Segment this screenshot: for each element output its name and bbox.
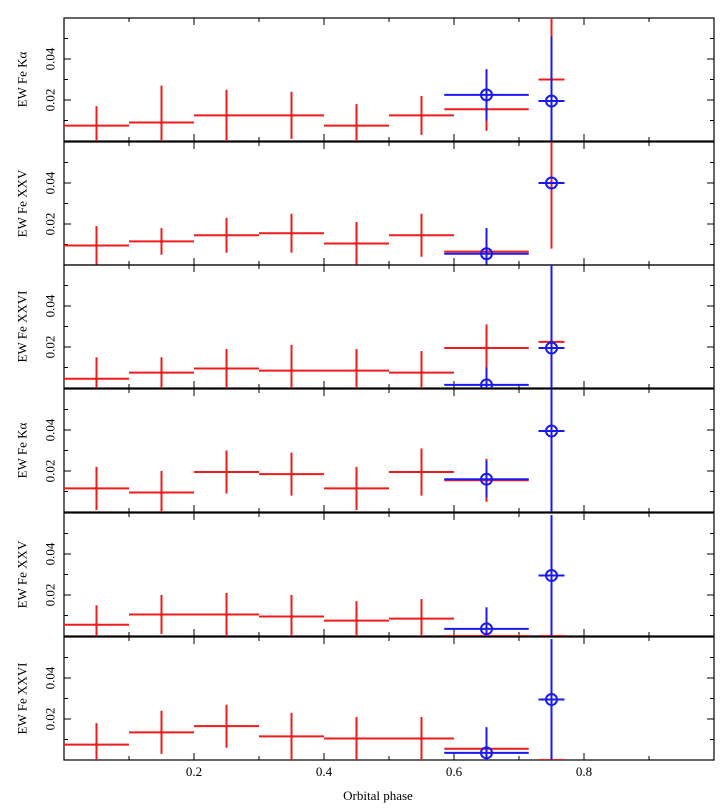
- data-point: [419, 616, 424, 621]
- data-point: [289, 734, 294, 739]
- panel-y-label: EW Fe Kα: [15, 51, 30, 107]
- data-point: [94, 124, 99, 128]
- data-point: [159, 371, 164, 375]
- red-series: [64, 704, 565, 760]
- panel-y-label: EW Fe XXV: [15, 540, 30, 608]
- data-point: [224, 470, 229, 474]
- data-point: [354, 619, 359, 623]
- data-point: [419, 736, 424, 741]
- data-point: [419, 371, 424, 375]
- data-point: [545, 693, 558, 707]
- data-point: [545, 424, 558, 438]
- panel-y-label: EW Fe XXVI: [15, 663, 30, 735]
- data-point: [159, 120, 164, 125]
- data-group: [64, 639, 565, 760]
- blue-series: [444, 36, 565, 141]
- data-point: [159, 239, 164, 244]
- data-point: [224, 366, 229, 371]
- data-point: [94, 743, 99, 747]
- data-point: [480, 746, 493, 760]
- data-point: [224, 724, 229, 728]
- data-point: [419, 113, 424, 117]
- data-point: [289, 113, 294, 117]
- data-point: [94, 377, 99, 381]
- panel-6: 0.02 0.04 EW Fe XXVI 0.2 0.4 0.6 0.8: [15, 636, 715, 779]
- data-point: [545, 176, 558, 190]
- panel-2: 0.02 0.04 EW Fe XXV: [15, 141, 715, 266]
- y-tick-label: 0.02: [43, 336, 58, 359]
- data-point: [545, 94, 558, 108]
- y-tick-label: 0.04: [43, 294, 58, 317]
- data-point: [419, 233, 424, 237]
- y-tick-label: 0.04: [43, 171, 58, 194]
- data-point: [480, 247, 493, 261]
- data-point: [94, 623, 99, 627]
- data-point: [94, 243, 99, 248]
- panel-3: 0.02 0.04 EW Fe XXVI: [15, 264, 715, 389]
- y-tick-label: 0.04: [43, 47, 58, 70]
- data-point: [480, 88, 493, 102]
- data-point: [224, 113, 229, 117]
- y-tick-label: 0.02: [43, 460, 58, 483]
- data-point: [94, 486, 99, 491]
- panel-y-label: EW Fe XXVI: [15, 291, 30, 363]
- data-point: [480, 378, 493, 388]
- data-group: [64, 515, 565, 636]
- data-point: [545, 341, 558, 355]
- data-point: [289, 368, 294, 373]
- blue-series: [444, 176, 565, 265]
- x-tick-label: 0.2: [186, 764, 202, 779]
- data-point: [224, 233, 229, 237]
- y-tick-label: 0.04: [43, 542, 58, 565]
- data-point: [289, 231, 294, 235]
- x-tick-label: 0.8: [576, 764, 592, 779]
- panel-4: 0.02 0.04 EW Fe Kα: [15, 388, 715, 513]
- data-point: [354, 736, 359, 741]
- red-series: [64, 18, 565, 141]
- data-point: [480, 622, 493, 636]
- data-group: [64, 142, 565, 265]
- data-group: [64, 18, 565, 141]
- red-series: [64, 324, 565, 388]
- y-tick-label: 0.02: [43, 89, 58, 112]
- blue-series: [444, 265, 565, 388]
- panel-y-label: EW Fe XXV: [15, 169, 30, 237]
- data-point: [354, 241, 359, 246]
- x-tick-label: 0.6: [446, 764, 463, 779]
- data-group: [64, 389, 565, 512]
- data-point: [289, 614, 294, 619]
- red-series: [64, 142, 565, 265]
- red-series: [64, 429, 565, 512]
- data-point: [480, 472, 493, 486]
- data-point: [354, 124, 359, 128]
- y-tick-label: 0.04: [43, 418, 58, 441]
- panel-y-label: EW Fe Kα: [15, 422, 30, 478]
- blue-series: [444, 639, 565, 760]
- data-point: [545, 569, 558, 583]
- data-point: [484, 346, 489, 350]
- x-tick-label: 0.4: [316, 764, 333, 779]
- data-point: [289, 472, 294, 476]
- panel-1: 0.02 0.04 EW Fe Kα: [15, 17, 715, 142]
- panel-5: 0.02 0.04 EW Fe XXV: [15, 512, 715, 637]
- data-group: [64, 265, 565, 388]
- y-tick-label: 0.02: [43, 708, 58, 731]
- data-point: [159, 612, 164, 617]
- blue-series: [444, 389, 565, 512]
- data-point: [354, 368, 359, 373]
- y-tick-label: 0.02: [43, 584, 58, 607]
- data-point: [354, 486, 359, 491]
- data-point: [224, 612, 229, 617]
- y-tick-label: 0.04: [43, 666, 58, 689]
- x-axis-label: Orbital phase: [343, 788, 413, 803]
- data-point: [159, 490, 164, 495]
- data-point: [159, 730, 164, 734]
- blue-series: [444, 515, 565, 636]
- data-point: [419, 470, 424, 474]
- red-series: [64, 592, 565, 636]
- y-tick-label: 0.02: [43, 213, 58, 236]
